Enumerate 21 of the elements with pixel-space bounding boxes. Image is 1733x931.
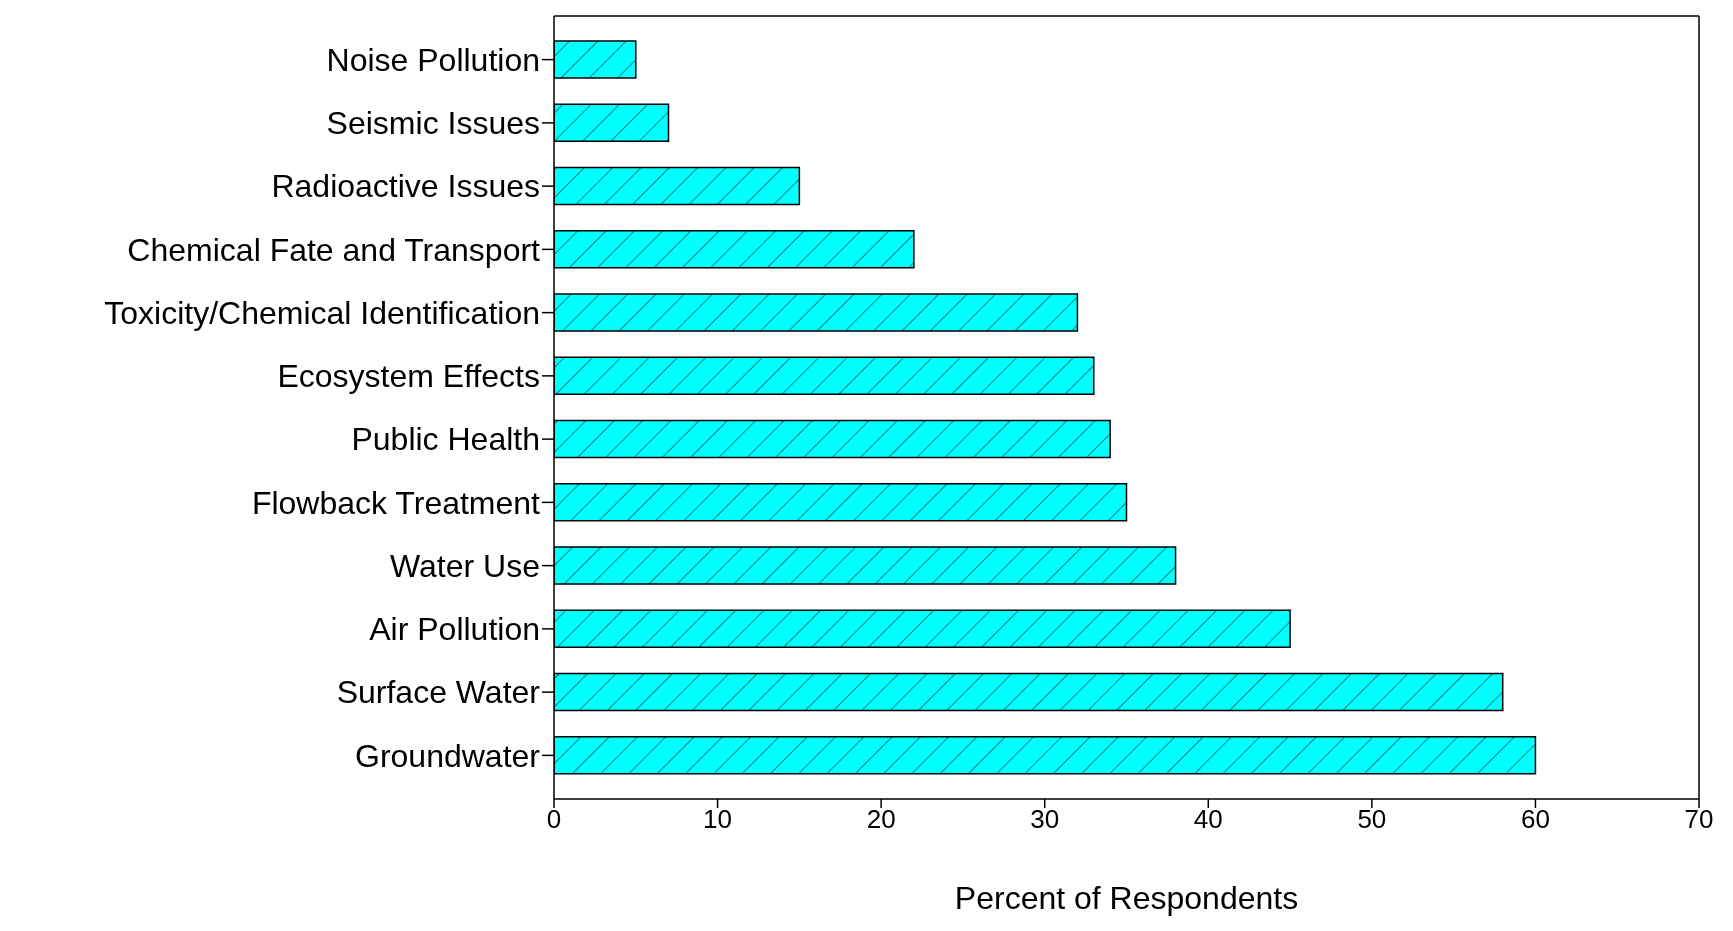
y-tick-label: Water Use (390, 547, 540, 584)
y-tick-label: Seismic Issues (326, 105, 540, 142)
y-tick-label: Radioactive Issues (271, 168, 540, 205)
y-tick-label: Noise Pollution (326, 41, 540, 78)
y-tick-label: Groundwater (355, 737, 541, 774)
y-tick-label: Flowback Treatment (251, 484, 541, 521)
y-tick-label: Air Pollution (369, 611, 540, 648)
y-tick-label: Ecosystem Effects (277, 358, 540, 395)
x-tick-label: 0 (546, 804, 562, 835)
y-tick-label: Surface Water (336, 674, 541, 711)
x-tick-label: 60 (1520, 804, 1550, 835)
x-tick-label: 50 (1357, 804, 1387, 835)
x-tick-label: 10 (703, 804, 733, 835)
y-tick-label: Chemical Fate and Transport (127, 231, 541, 268)
x-tick-label: 20 (866, 804, 896, 835)
x-tick-label: 30 (1030, 804, 1060, 835)
x-axis-title: Percent of Respondents (954, 880, 1299, 916)
x-tick-label: 70 (1684, 804, 1714, 835)
y-tick-label: Toxicity/Chemical Identification (104, 294, 540, 331)
y-tick-label: Public Health (351, 421, 540, 458)
x-tick-label: 40 (1193, 804, 1223, 835)
